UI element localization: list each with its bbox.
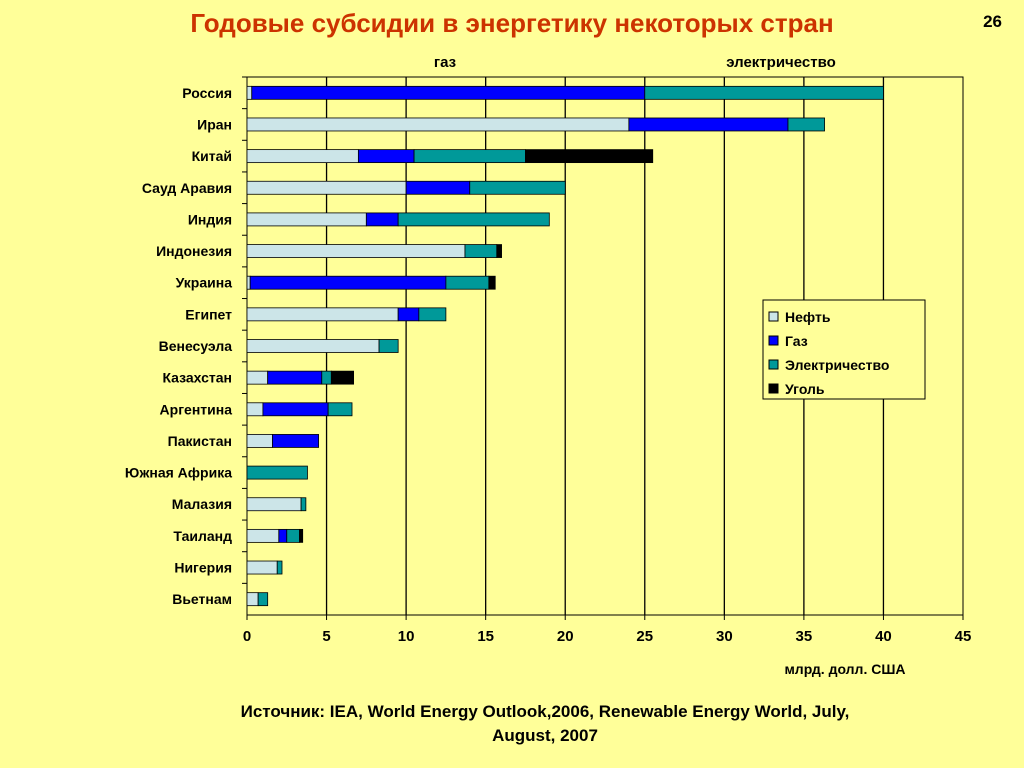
source-note: Источник: IEA, World Energy Outlook,2006… — [160, 700, 930, 748]
bar-segment — [327, 402, 353, 417]
category-label: Венесуэла — [159, 338, 233, 354]
category-label: Россия — [182, 85, 232, 101]
bar-segment — [321, 370, 332, 385]
x-tick-label: 40 — [875, 628, 892, 645]
legend-label: Уголь — [785, 381, 825, 397]
bar-segment — [413, 149, 526, 164]
bar-segment — [246, 497, 302, 512]
category-label: Вьетнам — [172, 591, 232, 607]
bar-segment — [405, 180, 471, 195]
bar-segment — [445, 275, 490, 290]
x-tick-label: 20 — [557, 628, 574, 645]
bar-segment — [525, 149, 654, 164]
bar-segment — [246, 592, 259, 607]
category-label: Китай — [192, 148, 232, 164]
bar-segment — [262, 402, 329, 417]
bar-segment — [488, 275, 496, 290]
legend-swatch — [768, 359, 779, 370]
bar-segment — [299, 528, 304, 543]
source-line-1: Источник: IEA, World Energy Outlook,2006… — [240, 702, 850, 721]
bar-segment — [276, 560, 283, 575]
category-label: Аргентина — [160, 401, 233, 417]
bar-segment — [300, 497, 307, 512]
bar-segment — [787, 117, 825, 132]
category-label: Индонезия — [156, 243, 232, 259]
category-label: Иран — [197, 116, 232, 132]
legend-swatch — [768, 335, 779, 346]
page-number: 26 — [983, 12, 1002, 31]
bar-segment — [278, 528, 288, 543]
bar-segment — [464, 244, 498, 258]
bar-segment — [246, 212, 367, 227]
x-axis-label: млрд. долл. США — [784, 661, 905, 677]
x-tick-label: 35 — [796, 628, 813, 645]
category-label: Украина — [176, 275, 233, 291]
bar-segment — [257, 592, 269, 607]
x-tick-label: 5 — [322, 628, 330, 645]
legend-label: Нефть — [785, 309, 831, 325]
bar-segment — [286, 528, 300, 543]
bar-segment — [246, 528, 280, 543]
bar-segment — [246, 275, 251, 290]
bar-segment — [246, 434, 273, 448]
bar-segment — [469, 180, 566, 195]
bar-segment — [628, 117, 789, 132]
bar-segment — [246, 465, 308, 480]
legend-label: Электричество — [785, 357, 889, 373]
annotation-gas: газ — [434, 54, 456, 71]
legend-swatch — [768, 383, 779, 394]
bar-segment — [251, 85, 646, 100]
x-tick-label: 30 — [716, 628, 733, 645]
bar-segment — [330, 370, 355, 385]
bar-segment — [272, 434, 319, 448]
category-label: Нигерия — [174, 560, 232, 576]
legend-label: Газ — [785, 333, 808, 349]
bar-segment — [246, 560, 278, 575]
bar-segment — [644, 85, 884, 100]
bar-segment — [246, 307, 399, 322]
x-tick-label: 10 — [398, 628, 415, 645]
bar-segment — [496, 244, 502, 258]
bar-segment — [397, 212, 550, 227]
bar-segment — [357, 149, 415, 164]
annotation-electricity: электричество — [726, 54, 836, 71]
bar-segment — [397, 307, 420, 322]
bar-segment — [246, 180, 407, 195]
x-tick-label: 45 — [955, 628, 972, 645]
bar-segment — [365, 212, 399, 227]
x-tick-label: 0 — [243, 628, 251, 645]
category-label: Южная Африка — [125, 465, 232, 481]
bar-segment — [249, 275, 447, 290]
legend-swatch — [768, 311, 779, 322]
bar-segment — [246, 85, 253, 100]
category-label: Малазия — [172, 496, 232, 512]
bar-segment — [246, 370, 269, 385]
subsidies-bar-chart: 0 5 10 15 20 25 30 35 40 45 Россия Иран Китай Сауд Ар… — [125, 54, 972, 677]
slide-title: Годовые субсидии в энергетику некоторых … — [190, 8, 834, 38]
bar-segment — [378, 339, 399, 353]
category-label: Таиланд — [173, 528, 232, 544]
legend-box — [762, 299, 926, 400]
bar-segment — [246, 117, 630, 132]
bar-segment — [418, 307, 447, 322]
category-label: Египет — [185, 306, 232, 322]
bar-segment — [267, 370, 323, 385]
bar-segment — [246, 339, 380, 353]
source-line-2: August, 2007 — [492, 726, 598, 745]
x-tick-label: 15 — [477, 628, 494, 645]
bar-segment — [246, 402, 264, 417]
bar-segment — [246, 244, 466, 258]
category-label: Сауд Аравия — [142, 180, 232, 196]
x-tick-label: 25 — [636, 628, 653, 645]
category-label: Казахстан — [162, 370, 232, 386]
bar-segment — [246, 149, 359, 164]
category-label: Пакистан — [168, 433, 232, 449]
category-label: Индия — [188, 211, 232, 227]
